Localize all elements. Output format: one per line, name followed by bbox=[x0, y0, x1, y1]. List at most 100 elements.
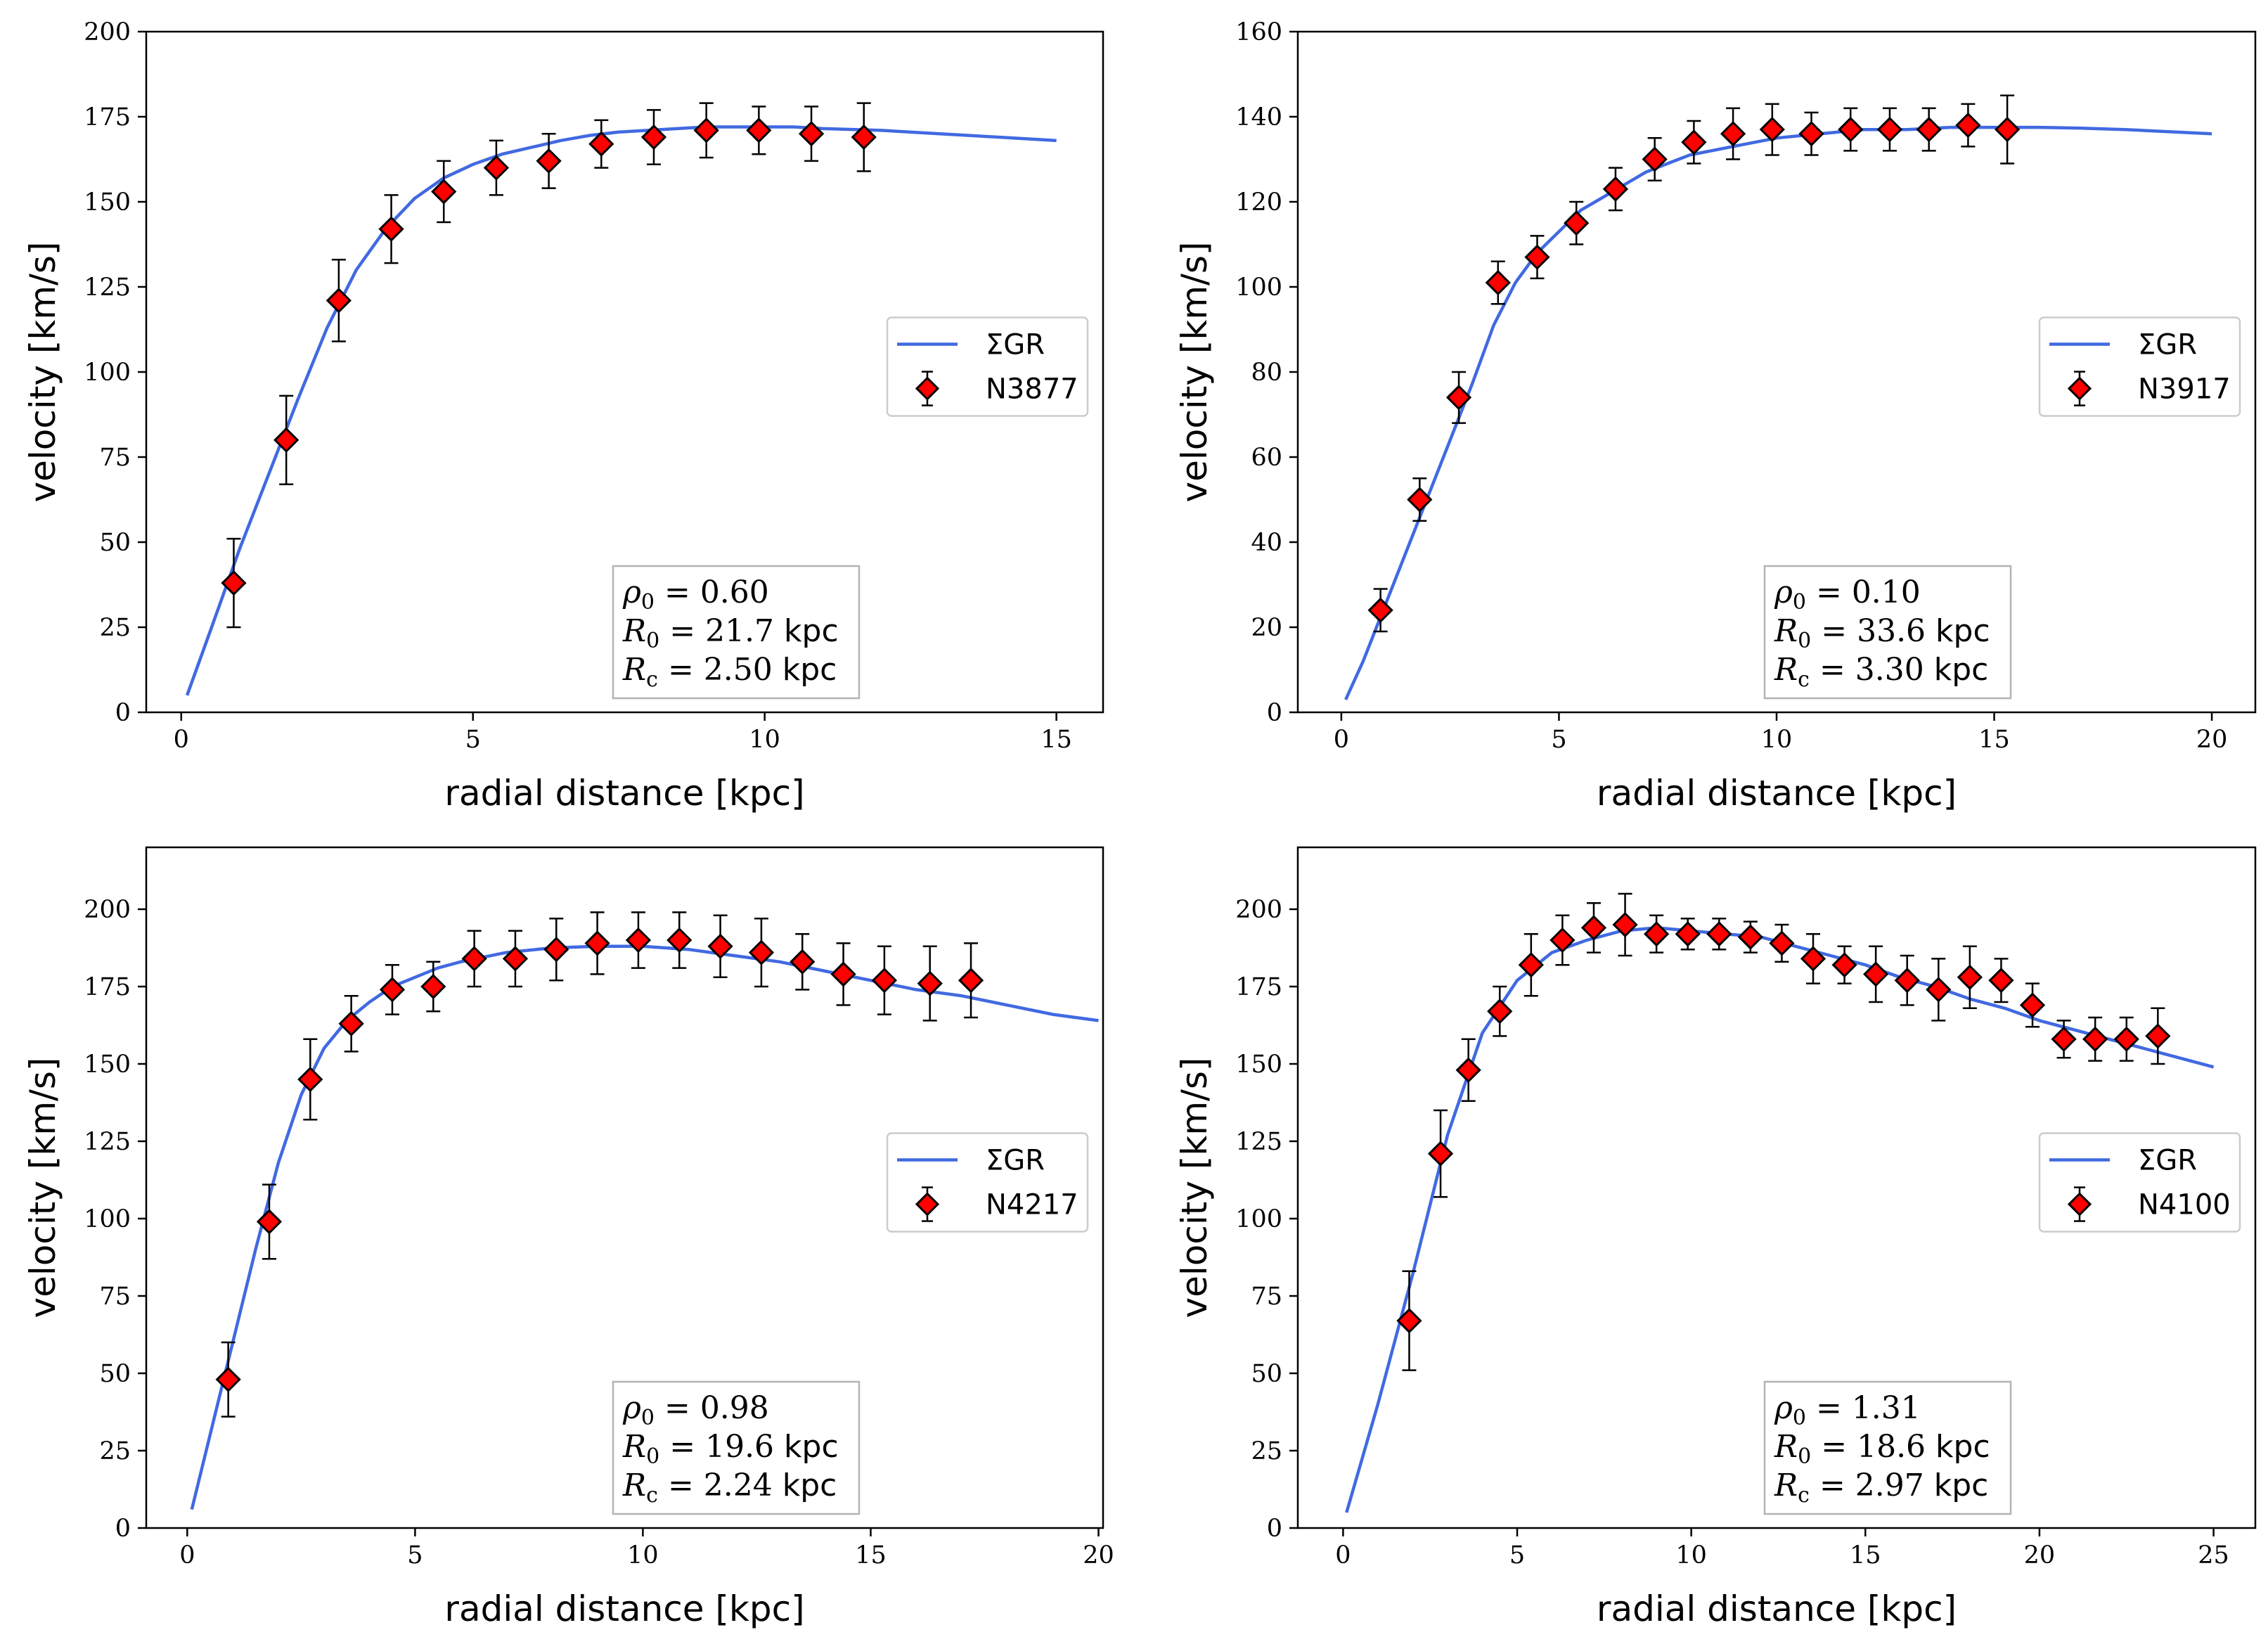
data-point bbox=[297, 1038, 323, 1121]
data-point bbox=[1549, 914, 1576, 966]
data-point bbox=[1564, 200, 1590, 245]
y-tick-label: 150 bbox=[84, 188, 131, 217]
y-axis-label: velocity [km/s] bbox=[22, 1058, 63, 1318]
data-marker bbox=[1445, 385, 1472, 411]
data-point bbox=[543, 917, 569, 982]
y-tick-label: 0 bbox=[115, 1515, 131, 1543]
y-tick-label: 200 bbox=[84, 896, 131, 924]
data-point bbox=[790, 932, 816, 991]
data-marker bbox=[1396, 1308, 1422, 1334]
y-axis-label: velocity [km/s] bbox=[22, 242, 63, 503]
param-symbol: ρ bbox=[1774, 574, 1793, 610]
param-value: 19.6 bbox=[705, 1429, 774, 1465]
param-equals: = bbox=[655, 574, 700, 610]
y-tick-label: 125 bbox=[1235, 1128, 1282, 1156]
data-marker bbox=[1737, 924, 1763, 950]
data-point bbox=[338, 994, 364, 1053]
data-point bbox=[746, 105, 772, 155]
data-marker bbox=[273, 427, 299, 453]
param-equals: = bbox=[1811, 1429, 1857, 1465]
x-tick-label: 10 bbox=[749, 726, 780, 754]
data-marker bbox=[1706, 921, 1732, 947]
data-marker bbox=[1916, 117, 1942, 143]
data-point bbox=[2051, 1020, 2077, 1059]
y-tick-label: 100 bbox=[84, 1205, 131, 1233]
data-point bbox=[1602, 167, 1629, 212]
data-marker bbox=[1642, 146, 1668, 172]
data-point bbox=[1427, 1109, 1454, 1198]
data-point bbox=[483, 139, 510, 196]
y-tick-label: 80 bbox=[1251, 359, 1282, 387]
y-tick-label: 25 bbox=[99, 1437, 131, 1465]
param-unit: kpc bbox=[1924, 1468, 1989, 1503]
data-point bbox=[625, 911, 652, 969]
param-subscript: 0 bbox=[1793, 1406, 1806, 1430]
x-tick-label: 0 bbox=[174, 726, 189, 754]
param-value: 21.7 bbox=[705, 613, 774, 649]
data-point bbox=[2082, 1016, 2108, 1062]
data-marker bbox=[378, 216, 404, 242]
y-tick-label: 175 bbox=[84, 103, 131, 131]
data-marker bbox=[536, 148, 562, 174]
data-marker bbox=[256, 1209, 283, 1235]
y-tick-label: 75 bbox=[99, 1283, 131, 1311]
data-point bbox=[1396, 1270, 1422, 1371]
legend: ΣGR N4100 bbox=[2038, 1132, 2241, 1233]
data-point bbox=[1894, 954, 1920, 1006]
x-tick-label: 10 bbox=[1675, 1541, 1707, 1569]
param-unit: kpc bbox=[1926, 1429, 1990, 1465]
plot-frame bbox=[1296, 846, 2257, 1529]
param-subscript: c bbox=[1798, 1483, 1810, 1508]
param-unit: kpc bbox=[773, 652, 837, 688]
data-marker bbox=[326, 288, 352, 314]
data-point bbox=[461, 930, 487, 988]
data-marker bbox=[1798, 121, 1824, 147]
param-subscript: 0 bbox=[1793, 590, 1806, 615]
data-point bbox=[1720, 107, 1746, 160]
data-point bbox=[256, 1183, 283, 1260]
x-tick-label: 0 bbox=[179, 1541, 195, 1569]
param-equals: = bbox=[658, 652, 704, 688]
data-marker bbox=[1926, 977, 1952, 1003]
param-subscript: 0 bbox=[1798, 1444, 1811, 1469]
param-symbol: R bbox=[622, 1429, 646, 1465]
parameter-line: Rc = 3.30 kpc bbox=[1774, 652, 1988, 692]
y-tick-label: 40 bbox=[1251, 529, 1282, 557]
data-point bbox=[1612, 892, 1638, 957]
param-unit: kpc bbox=[774, 613, 839, 649]
legend-label-model: ΣGR bbox=[2138, 1145, 2197, 1177]
data-point bbox=[917, 945, 943, 1022]
param-symbol: R bbox=[1774, 613, 1798, 649]
data-point bbox=[640, 109, 667, 166]
x-tick-label: 15 bbox=[1040, 726, 1072, 754]
param-value: 18.6 bbox=[1857, 1429, 1926, 1465]
data-marker bbox=[830, 961, 856, 987]
data-point bbox=[1681, 120, 1707, 165]
data-point bbox=[431, 160, 457, 224]
param-value: 0.10 bbox=[1852, 574, 1921, 610]
param-value: 2.50 bbox=[704, 652, 773, 688]
model-curve bbox=[190, 944, 1099, 1510]
parameter-line: ρ0 = 0.10 bbox=[1774, 574, 1921, 615]
x-tick-label: 5 bbox=[1509, 1541, 1525, 1569]
param-unit: kpc bbox=[1924, 652, 1989, 688]
param-symbol: ρ bbox=[622, 574, 641, 610]
data-point bbox=[215, 1341, 241, 1418]
x-tick-label: 20 bbox=[2196, 726, 2228, 754]
legend-frame bbox=[2038, 1132, 2241, 1233]
param-value: 0.60 bbox=[700, 574, 769, 610]
y-tick-label: 175 bbox=[84, 973, 131, 1001]
y-tick-label: 20 bbox=[1251, 614, 1282, 642]
param-equals: = bbox=[659, 613, 705, 649]
data-point bbox=[1524, 235, 1550, 280]
data-point bbox=[1445, 371, 1472, 424]
data-marker bbox=[1524, 244, 1550, 270]
x-tick-label: 10 bbox=[627, 1541, 659, 1569]
param-symbol: R bbox=[622, 1468, 646, 1503]
y-tick-label: 120 bbox=[1235, 188, 1282, 217]
data-marker bbox=[1487, 999, 1513, 1025]
parameter-frame bbox=[1763, 1380, 2012, 1515]
data-point bbox=[502, 930, 529, 988]
